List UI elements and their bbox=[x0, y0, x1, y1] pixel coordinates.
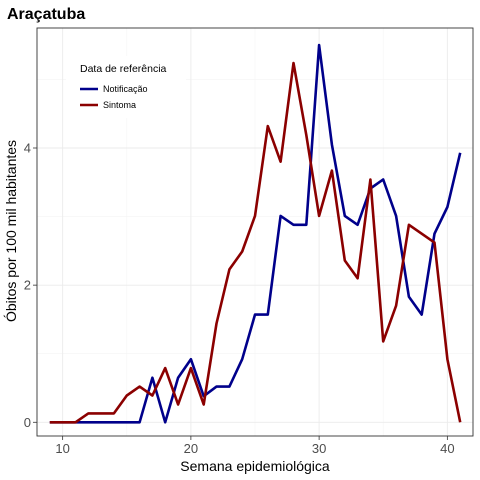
y-tick-label: 4 bbox=[24, 141, 31, 156]
x-tick-label: 30 bbox=[312, 441, 326, 456]
x-tick-label: 20 bbox=[184, 441, 198, 456]
y-axis: 0 2 4 bbox=[24, 141, 37, 430]
series-line-notificacao bbox=[49, 43, 462, 424]
legend-title: Data de referência bbox=[80, 63, 167, 75]
chart-title: Araçatuba bbox=[7, 6, 85, 23]
x-tick-label: 10 bbox=[55, 441, 69, 456]
x-axis: 10 20 30 40 bbox=[55, 436, 455, 456]
legend-items: Notificação Sintoma bbox=[80, 84, 148, 110]
x-tick-label: 40 bbox=[440, 441, 454, 456]
legend-label: Sintoma bbox=[103, 100, 136, 110]
legend-background bbox=[66, 56, 186, 118]
x-axis-label: Semana epidemiológica bbox=[180, 458, 330, 474]
y-tick-label: 0 bbox=[24, 415, 31, 430]
series-line-sintoma bbox=[49, 61, 462, 424]
series-lines bbox=[49, 43, 462, 424]
y-axis-label: Óbitos por 100 mil habitantes bbox=[3, 140, 19, 322]
y-tick-label: 2 bbox=[24, 278, 31, 293]
panel-border bbox=[36, 27, 474, 437]
legend-label: Notificação bbox=[103, 84, 148, 94]
legend: Data de referência Notificação Sintoma bbox=[66, 56, 186, 118]
